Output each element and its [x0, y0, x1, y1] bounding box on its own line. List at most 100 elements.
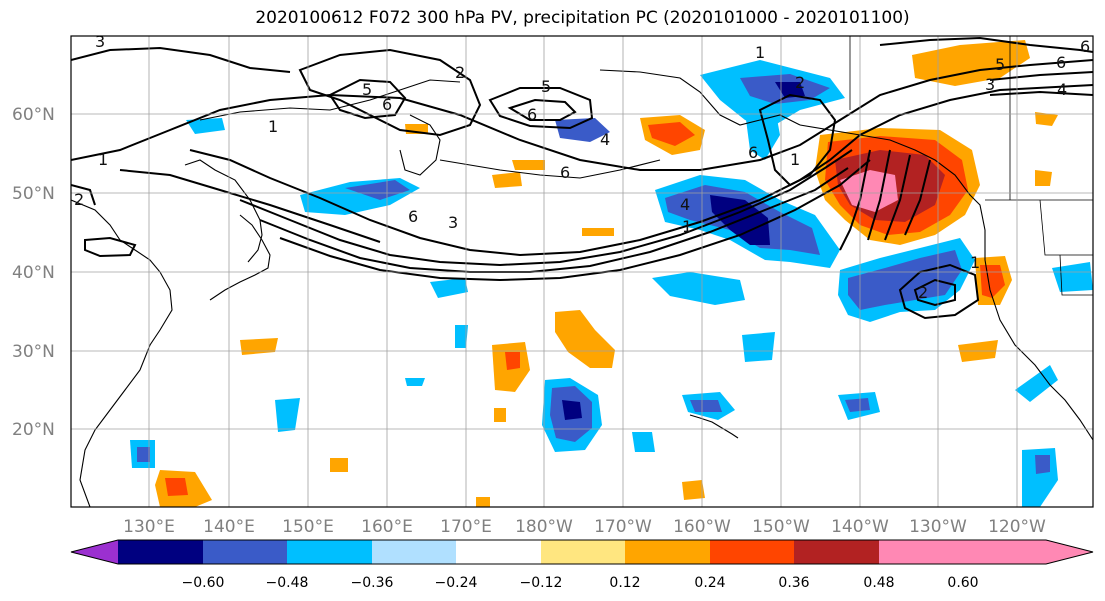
contour-label: 6	[748, 143, 758, 162]
lon-label: 160°W	[673, 517, 731, 537]
map-frame	[70, 35, 1094, 508]
contour-labels: 3 2 1 1 5 6 5 6 4 2 1 6 4 3 6 5 1 6 6 6 …	[74, 32, 1090, 302]
contour-label: 1	[268, 117, 278, 136]
pv-contours	[71, 36, 1093, 320]
pv-contour	[279, 159, 871, 282]
contour-label: 6	[1080, 37, 1090, 56]
precip-shade	[476, 497, 490, 507]
precip-shade	[742, 332, 775, 362]
contour-label: 2	[74, 190, 84, 209]
lon-label: 120°W	[988, 517, 1046, 537]
precip-shade	[330, 458, 348, 472]
precip-shade	[912, 40, 1030, 86]
precip-shade	[505, 352, 520, 370]
asia-coast	[71, 199, 173, 507]
colorbar: −0.60 −0.48 −0.36 −0.24 −0.12 0.12 0.24 …	[70, 539, 1094, 591]
pv-contour	[189, 84, 1093, 257]
precip-shade	[186, 118, 225, 134]
pv-contour	[879, 36, 1093, 53]
colorbar-tick-label: 0.24	[694, 575, 725, 591]
colorbar-segment	[118, 540, 203, 564]
contour-label: 1	[755, 43, 765, 62]
lon-label: 150°W	[752, 517, 810, 537]
hawaii-islands	[689, 414, 739, 439]
contour-label: 4	[1057, 80, 1067, 99]
map-title: 2020100612 F072 300 hPa PV, precipitatio…	[255, 8, 910, 28]
pv-contour	[328, 78, 407, 120]
pv-contour	[239, 149, 853, 267]
contour-label: 3	[985, 75, 995, 94]
precip-shade	[555, 118, 610, 142]
precip-shade	[648, 122, 695, 146]
precip-shade	[1035, 112, 1058, 126]
pv-contour	[507, 98, 577, 121]
lat-label: 60°N	[12, 105, 55, 125]
contour-label: 1	[790, 150, 800, 169]
pv-contour	[119, 169, 381, 243]
state-border	[1039, 199, 1093, 256]
lat-label: 40°N	[12, 263, 55, 283]
political-borders	[849, 36, 1093, 296]
contour-label: 3	[95, 32, 105, 51]
pv-contour	[989, 90, 1093, 96]
precip-shade	[775, 82, 805, 98]
precip-shade	[512, 160, 545, 170]
colorbar-tick-label: 0.48	[863, 575, 894, 591]
precip-shade	[137, 447, 150, 462]
colorbar-segment	[625, 540, 710, 564]
colorbar-tick-label: −0.60	[182, 575, 225, 591]
gridlines	[71, 36, 1093, 507]
pv-contour	[71, 184, 96, 206]
kamchatka-coast	[399, 114, 441, 176]
precip-shade	[562, 400, 582, 420]
north-america-coast	[799, 124, 1093, 441]
alaska-coast	[599, 69, 801, 126]
lon-label: 170°W	[594, 517, 652, 537]
lon-label: 130°W	[909, 517, 967, 537]
contour-label: 4	[600, 130, 610, 149]
precip-shade	[690, 400, 722, 412]
precip-shade	[848, 250, 962, 310]
lon-label: 130°E	[123, 517, 175, 537]
contour-label: 2	[455, 63, 465, 82]
contour-label: 4	[680, 195, 690, 214]
colorbar-tick-label: −0.36	[351, 575, 394, 591]
lon-label: 170°E	[440, 517, 492, 537]
contour-label: 1	[970, 253, 980, 272]
colorbar-segment	[541, 540, 625, 564]
precip-shade	[165, 478, 188, 496]
pv-contour	[989, 71, 1093, 81]
contour-label: 2	[918, 283, 928, 302]
precip-shade	[845, 398, 870, 412]
coastlines	[71, 69, 1093, 507]
lon-label: 150°E	[282, 517, 334, 537]
colorbar-segment	[879, 540, 963, 564]
colorbar-segment	[287, 540, 372, 564]
colorbar-extend-max	[963, 540, 1093, 564]
precip-shade	[555, 310, 615, 368]
colorbar-segment	[794, 540, 879, 564]
contour-label: 6	[382, 95, 392, 114]
pv-contour	[904, 159, 931, 236]
pv-contour	[758, 93, 837, 187]
pv-contour	[488, 87, 594, 130]
pv-contour	[298, 48, 482, 137]
longitude-axis: 130°E 140°E 150°E 160°E 170°E 180°W 170°…	[123, 517, 1046, 537]
pv-contour	[898, 263, 980, 320]
precip-shade	[492, 172, 522, 188]
colorbar-tick-label: −0.24	[435, 575, 478, 591]
precip-shade	[1035, 455, 1050, 474]
colorbar-segment	[203, 540, 287, 564]
precip-shade	[455, 325, 468, 348]
lon-label: 180°W	[515, 517, 573, 537]
precip-shade	[980, 265, 1005, 298]
japan-coast	[209, 214, 271, 301]
colorbar-segment	[372, 540, 456, 564]
colorbar-segment	[710, 540, 794, 564]
precip-shade	[652, 272, 745, 305]
colorbar-tick-label: −0.12	[520, 575, 563, 591]
contour-label: 2	[795, 73, 805, 92]
precip-shade	[682, 480, 705, 500]
latitude-axis: 60°N 50°N 40°N 30°N 20°N	[12, 105, 55, 440]
